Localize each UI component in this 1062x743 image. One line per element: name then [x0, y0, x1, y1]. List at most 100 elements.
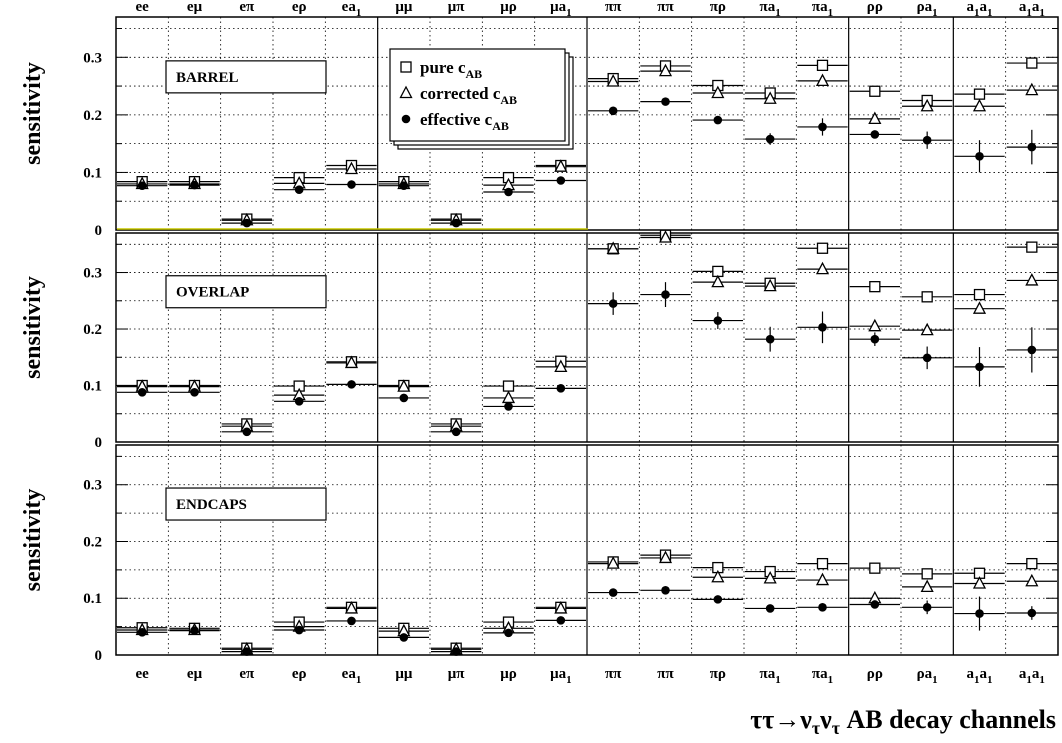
channel-label-top: ee — [136, 0, 150, 15]
marker-effective — [1027, 345, 1037, 355]
marker-corrected — [606, 556, 620, 569]
marker-effective — [765, 604, 775, 613]
marker-effective — [661, 97, 670, 106]
marker-effective — [242, 427, 252, 437]
channel-label-bottom: ππ — [605, 666, 622, 682]
marker-effective — [870, 600, 880, 609]
marker-effective — [399, 393, 409, 403]
marker-effective — [137, 627, 147, 637]
channel-label-top: ρa1 — [917, 0, 938, 19]
marker-corrected — [920, 579, 934, 593]
marker-pure — [502, 380, 515, 392]
marker-pure — [1026, 57, 1038, 69]
channel-label-bottom: eμ — [187, 666, 203, 682]
marker-effective — [922, 135, 932, 145]
channel-label-top: πa1 — [812, 0, 833, 19]
y-tick-label: 0.3 — [83, 50, 102, 66]
marker-effective — [347, 180, 356, 189]
channel-label-bottom: μa1 — [550, 666, 572, 686]
marker-corrected — [972, 98, 987, 112]
marker-effective — [556, 384, 566, 393]
marker-effective — [399, 633, 409, 642]
marker-effective — [870, 334, 880, 344]
marker-corrected — [606, 74, 620, 87]
marker-effective — [294, 185, 304, 195]
marker-effective — [922, 353, 932, 363]
marker-pure — [973, 88, 986, 100]
marker-pure — [869, 85, 881, 97]
marker-effective — [556, 176, 566, 185]
channel-label-bottom: ρρ — [867, 666, 883, 682]
marker-effective — [818, 323, 827, 332]
channel-label-top: ρρ — [867, 0, 883, 15]
marker-effective — [190, 626, 199, 635]
marker-effective — [975, 362, 984, 372]
marker-corrected — [920, 322, 934, 336]
marker-effective — [608, 106, 618, 116]
marker-effective — [608, 299, 618, 308]
marker-effective — [347, 616, 356, 626]
marker-pure — [1026, 557, 1038, 570]
panel-label: BARREL — [176, 70, 239, 86]
panel-label: OVERLAP — [176, 285, 249, 301]
marker-corrected — [972, 576, 987, 589]
marker-pure — [973, 288, 986, 301]
channel-label-bottom: μρ — [500, 666, 517, 682]
marker-effective — [451, 647, 461, 656]
y-tick-label: 0.1 — [83, 165, 102, 181]
y-tick-label: 0.3 — [83, 478, 102, 494]
marker-effective — [870, 130, 880, 139]
marker-effective — [661, 585, 670, 595]
marker-corrected — [501, 390, 516, 404]
marker-pure — [1026, 241, 1038, 253]
panel-label: ENDCAPS — [176, 497, 247, 513]
channel-label-top: ππ — [657, 0, 674, 15]
marker-effective — [242, 647, 252, 656]
marker-effective — [1027, 142, 1037, 152]
marker-corrected — [815, 572, 830, 586]
marker-effective — [922, 603, 932, 612]
marker-corrected — [763, 278, 777, 292]
marker-effective — [556, 616, 566, 625]
marker-corrected — [815, 73, 830, 87]
y-tick-label: 0.2 — [83, 322, 102, 338]
marker-effective — [713, 316, 723, 325]
marker-effective — [399, 181, 409, 190]
marker-corrected — [554, 359, 568, 373]
channel-label-top: eρ — [292, 0, 307, 15]
channel-label-bottom: πa1 — [812, 666, 833, 686]
channel-label-bottom: πρ — [710, 666, 726, 682]
y-tick-label: 0.2 — [83, 534, 102, 550]
marker-effective — [190, 387, 199, 397]
marker-effective — [504, 187, 513, 197]
marker-corrected — [554, 601, 568, 614]
channel-label-top: πρ — [710, 0, 726, 15]
marker-corrected — [1025, 82, 1039, 96]
y-tick-label: 0 — [95, 435, 103, 451]
marker-corrected — [554, 159, 568, 172]
marker-pure — [921, 291, 933, 303]
marker-corrected — [972, 301, 987, 314]
marker-effective — [504, 628, 513, 638]
y-tick-label: 0.3 — [83, 266, 102, 282]
channel-label-top: ππ — [605, 0, 622, 15]
legend-box — [389, 48, 566, 142]
channel-label-bottom: ea1 — [342, 666, 362, 686]
channel-label-top: πa1 — [760, 0, 781, 19]
marker-corrected — [711, 569, 725, 583]
marker-effective — [713, 595, 723, 604]
channel-label-bottom: ππ — [657, 666, 674, 682]
marker-pure — [869, 562, 881, 574]
marker-effective — [818, 603, 827, 612]
channel-label-bottom: ρa1 — [917, 666, 938, 686]
channel-label-top: μρ — [500, 0, 517, 15]
marker-corrected — [658, 230, 673, 243]
marker-pure — [869, 281, 881, 293]
channel-label-bottom: a1a1 — [967, 666, 993, 686]
channel-label-bottom: μμ — [395, 666, 413, 682]
marker-corrected — [1025, 273, 1039, 286]
channel-label-bottom: eπ — [239, 666, 255, 682]
legend-marker-triangle — [399, 85, 413, 99]
marker-effective — [713, 115, 723, 125]
marker-effective — [294, 397, 304, 406]
